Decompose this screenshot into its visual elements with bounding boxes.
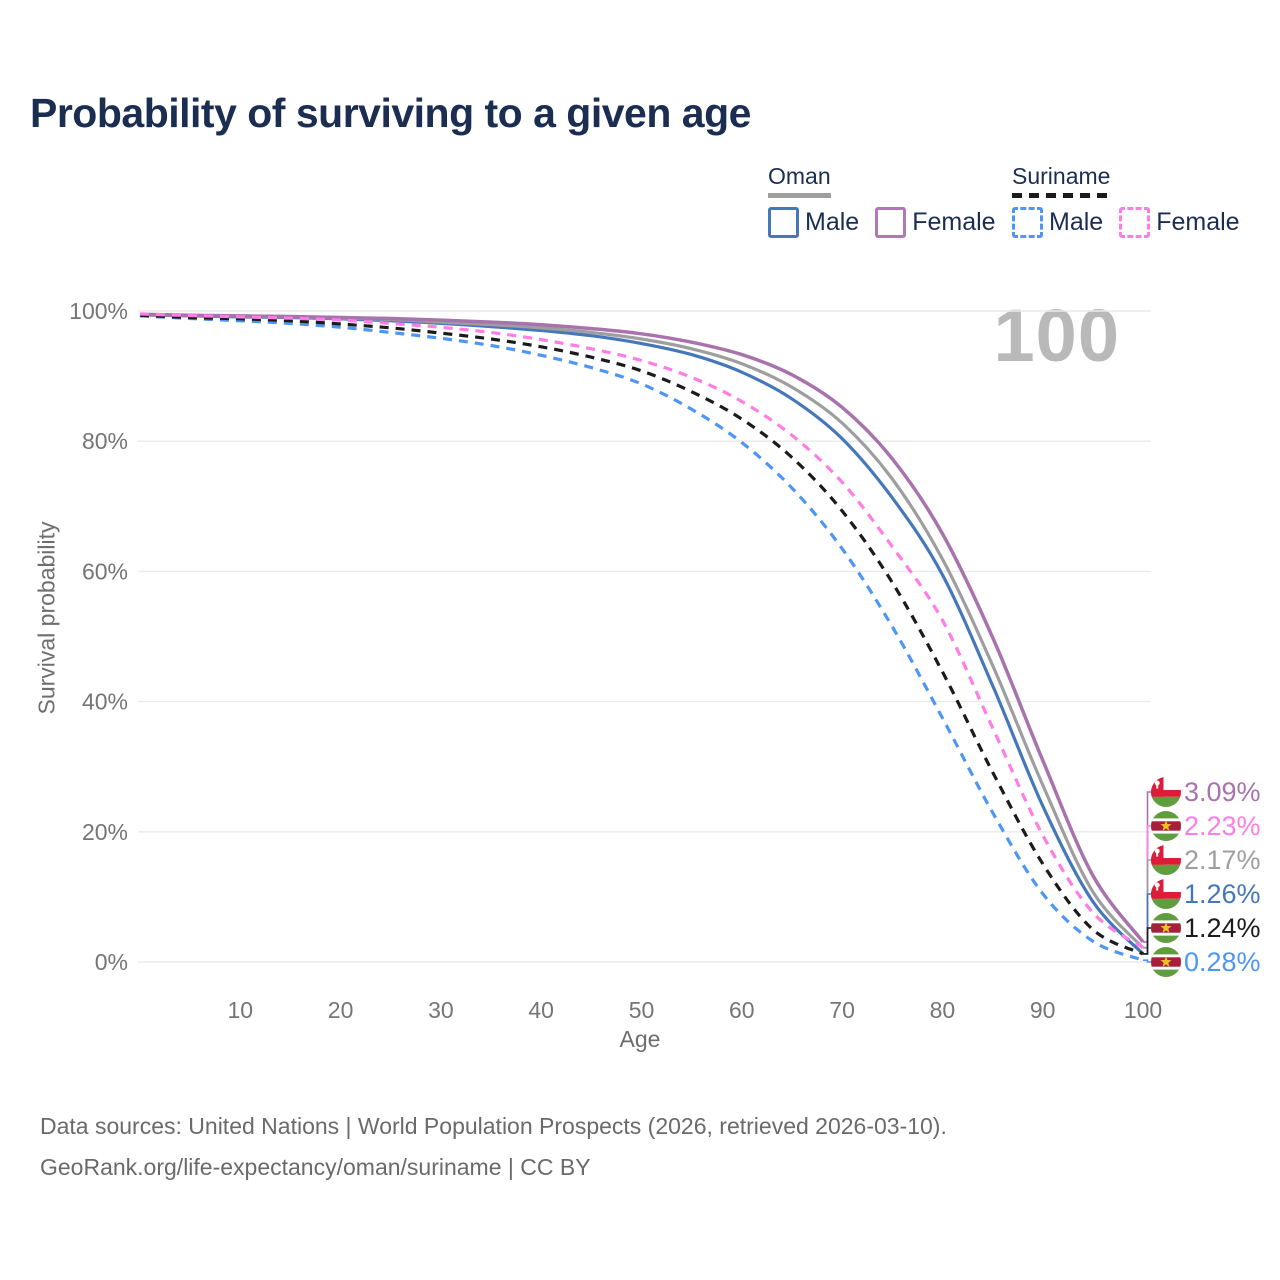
x-tick-70: 70 (829, 997, 855, 1023)
x-axis-ticks: 10 20 30 40 50 60 70 80 90 100 (228, 997, 1163, 1023)
y-axis-title: Survival probability (33, 521, 60, 715)
legend-items: Male Female (768, 207, 1012, 238)
end-value-text: 0.28% (1184, 947, 1261, 977)
legend-oman-female-toggle[interactable]: Female (875, 207, 996, 238)
end-label-oman-male: 1.26% (1143, 879, 1261, 955)
legend-suriname-female-toggle[interactable]: Female (1119, 207, 1240, 238)
x-tick-40: 40 (528, 997, 554, 1023)
y-tick-20%: 20% (82, 819, 128, 845)
end-value-labels: 3.09% 2.23% 2.17% 1.26% 1.24% 0.28% (1143, 777, 1261, 977)
curve-oman-female[interactable] (139, 312, 1145, 943)
end-value-text: 2.23% (1184, 811, 1261, 841)
legend-oman-male-toggle[interactable]: Male (768, 207, 859, 238)
legend-group-oman: Oman Male Female (768, 163, 1012, 238)
legend-country-suriname[interactable]: Suriname (1012, 163, 1111, 198)
y-axis-ticks: 0% 20% 40% 60% 80% 100% (69, 298, 128, 975)
y-tick-100%: 100% (69, 298, 128, 324)
leader-line (1143, 927, 1151, 955)
dashed-line-swatch (1012, 193, 1111, 198)
legend-items: Male Female (1012, 207, 1256, 238)
curve-oman-total[interactable] (139, 313, 1145, 949)
legend-item-label: Male (805, 208, 860, 236)
suriname-flag-icon (1151, 947, 1181, 977)
footer: Data sources: United Nations | World Pop… (40, 1106, 947, 1188)
gridlines (138, 310, 1151, 963)
end-label-oman-total: 2.17% (1143, 845, 1261, 949)
curve-suriname-male[interactable] (139, 314, 1144, 962)
checkbox-icon (768, 207, 799, 238)
end-value-text: 1.24% (1184, 913, 1261, 943)
attribution-line: GeoRank.org/life-expectancy/oman/surinam… (40, 1154, 591, 1180)
x-tick-80: 80 (930, 997, 956, 1023)
x-tick-60: 60 (729, 997, 755, 1023)
legend-group-suriname: Suriname Male Female (1012, 163, 1256, 238)
page-title: Probability of surviving to a given age (30, 90, 751, 136)
y-tick-60%: 60% (82, 558, 128, 584)
x-tick-50: 50 (629, 997, 655, 1023)
x-tick-90: 90 (1030, 997, 1056, 1023)
age-counter-watermark: 100 (993, 294, 1120, 377)
leader-line (1143, 959, 1151, 963)
solid-line-swatch (768, 193, 831, 198)
x-tick-30: 30 (428, 997, 454, 1023)
legend-country-oman[interactable]: Oman (768, 163, 831, 198)
curve-suriname-total[interactable] (139, 313, 1144, 956)
survival-curves (139, 312, 1145, 962)
suriname-flag-icon (1151, 811, 1181, 841)
legend-item-label: Male (1049, 208, 1104, 236)
suriname-flag-icon (1151, 913, 1181, 943)
y-tick-0%: 0% (95, 949, 128, 975)
legend-country-label: Oman (768, 163, 831, 189)
end-value-text: 2.17% (1184, 845, 1261, 875)
y-tick-80%: 80% (82, 428, 128, 454)
curve-suriname-female[interactable] (139, 312, 1144, 949)
legend-item-label: Female (912, 208, 996, 236)
end-label-suriname-total: 1.24% (1143, 913, 1261, 955)
data-sources-line: Data sources: United Nations | World Pop… (40, 1113, 947, 1139)
oman-flag-icon (1151, 845, 1181, 875)
x-tick-20: 20 (328, 997, 354, 1023)
legend-country-label: Suriname (1012, 163, 1111, 189)
x-axis-title: Age (619, 1026, 661, 1052)
legend-item-label: Female (1156, 208, 1240, 236)
checkbox-icon (875, 207, 907, 238)
y-tick-40%: 40% (82, 689, 128, 715)
end-label-oman-female: 3.09% (1143, 777, 1261, 943)
end-label-suriname-male: 0.28% (1143, 947, 1261, 977)
x-tick-10: 10 (228, 997, 254, 1023)
checkbox-icon (1119, 207, 1151, 238)
end-value-text: 3.09% (1184, 777, 1261, 807)
end-value-text: 1.26% (1184, 879, 1261, 909)
oman-flag-icon (1151, 777, 1181, 807)
oman-flag-icon (1151, 879, 1181, 909)
checkbox-icon (1012, 207, 1043, 238)
x-tick-100: 100 (1124, 997, 1162, 1023)
legend-suriname-male-toggle[interactable]: Male (1012, 207, 1103, 238)
